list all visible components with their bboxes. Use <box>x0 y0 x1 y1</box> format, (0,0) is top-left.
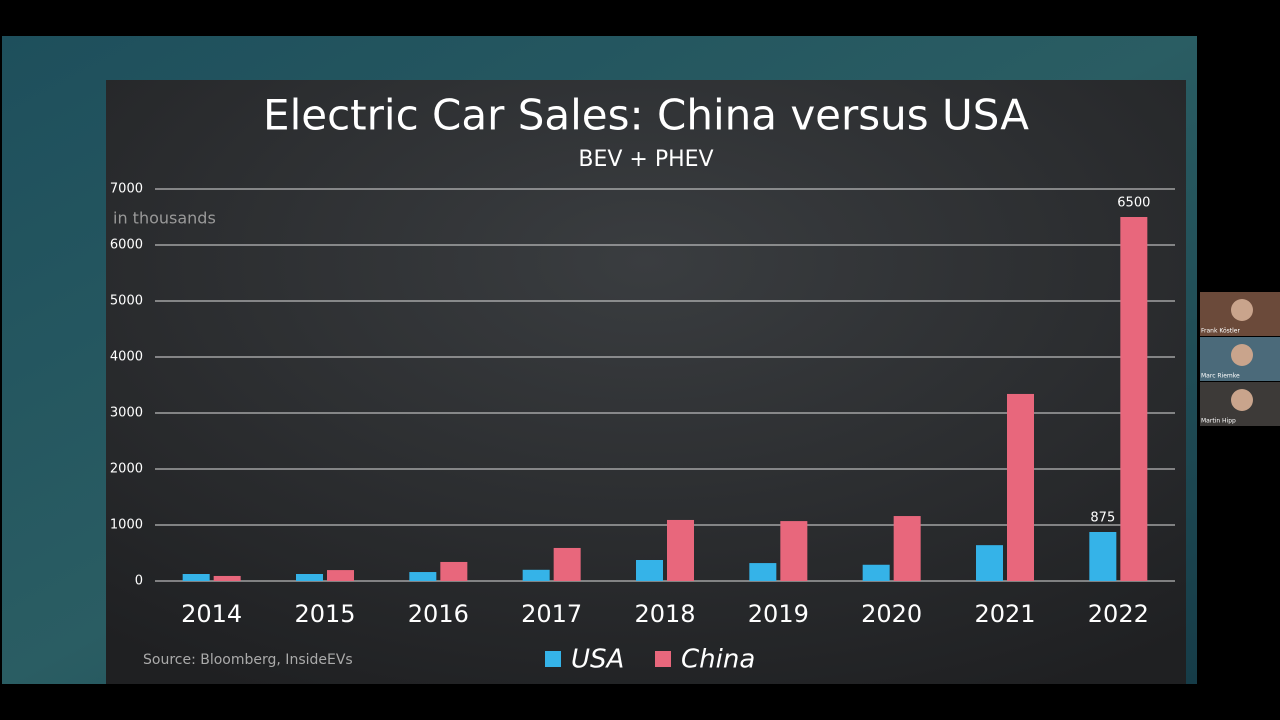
y-tick-label: 1000 <box>110 518 143 533</box>
bar <box>893 516 921 581</box>
bar <box>636 560 663 581</box>
x-tick-label: 2015 <box>294 600 355 628</box>
x-tick-label: 2021 <box>974 600 1035 628</box>
y-tick-label: 0 <box>135 574 143 589</box>
participant-face <box>1231 344 1253 366</box>
bar <box>553 547 581 581</box>
bar <box>667 519 694 581</box>
participant-name: Frank Köstler <box>1201 328 1240 335</box>
x-tick-label: 2016 <box>408 600 469 628</box>
source-note: Source: Bloomberg, InsideEVs <box>143 652 353 668</box>
participant-name: Marc Riemke <box>1201 373 1240 380</box>
bar <box>440 561 468 581</box>
bar <box>296 574 323 581</box>
x-tick-label: 2019 <box>748 600 809 628</box>
x-tick-label: 2022 <box>1088 600 1149 628</box>
y-tick-label: 3000 <box>110 406 143 421</box>
x-tick-label: 2018 <box>634 600 695 628</box>
legend-label: China <box>681 645 755 675</box>
y-tick-label: 7000 <box>110 182 143 197</box>
bar <box>976 545 1003 581</box>
chart-panel <box>106 80 1186 684</box>
bar <box>780 521 808 581</box>
bar <box>182 574 210 581</box>
y-tick-label: 2000 <box>110 462 143 477</box>
legend-label: USA <box>571 645 624 675</box>
bar <box>213 575 241 581</box>
legend-swatch <box>655 651 671 667</box>
bar <box>1120 217 1148 581</box>
y-axis-label: in thousands <box>113 209 216 228</box>
y-tick-label: 5000 <box>110 294 143 309</box>
chart-subtitle: BEV + PHEV <box>578 147 713 172</box>
participant-face <box>1231 389 1253 411</box>
bar <box>327 570 354 581</box>
data-label: 6500 <box>1117 196 1150 211</box>
participant-panel: Frank Köstler Marc Riemke Martin Hipp <box>1200 292 1280 426</box>
legend-swatch <box>545 651 561 667</box>
data-label: 875 <box>1090 511 1115 526</box>
bar <box>1089 532 1117 581</box>
participant-name: Martin Hipp <box>1201 418 1236 425</box>
bar <box>1007 393 1034 581</box>
chart-title: Electric Car Sales: China versus USA <box>263 91 1029 140</box>
y-tick-label: 4000 <box>110 350 143 365</box>
y-tick-label: 6000 <box>110 238 143 253</box>
bar <box>862 564 890 581</box>
participant-face <box>1231 299 1253 321</box>
bar <box>749 563 777 581</box>
x-tick-label: 2017 <box>521 600 582 628</box>
bar <box>409 572 437 581</box>
bar <box>522 569 550 581</box>
x-tick-label: 2014 <box>181 600 242 628</box>
x-tick-label: 2020 <box>861 600 922 628</box>
